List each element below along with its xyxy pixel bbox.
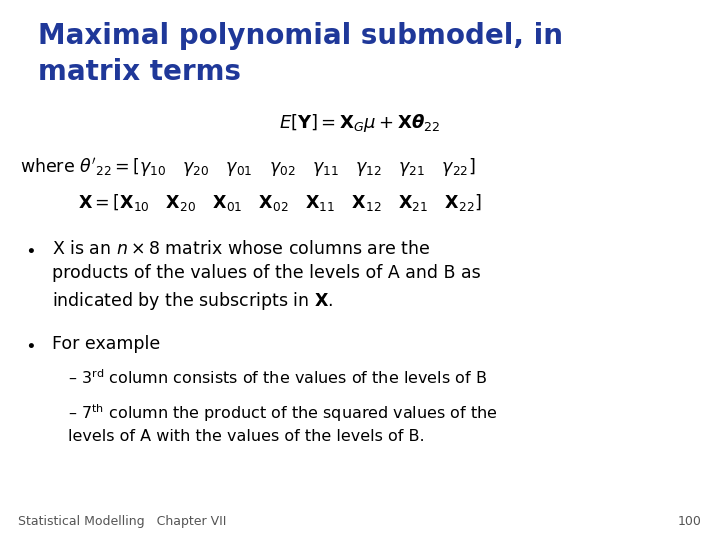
Text: $E\left[\mathbf{Y}\right]=\mathbf{X}_G\mu+\mathbf{X}\boldsymbol{\theta}_{22}$: $E\left[\mathbf{Y}\right]=\mathbf{X}_G\m… [279, 112, 441, 134]
Text: $\bullet$: $\bullet$ [25, 240, 35, 258]
Text: – $7^{\mathrm{th}}$ column the product of the squared values of the
levels of A : – $7^{\mathrm{th}}$ column the product o… [68, 402, 498, 444]
Text: – $3^{\mathrm{rd}}$ column consists of the values of the levels of B: – $3^{\mathrm{rd}}$ column consists of t… [68, 368, 487, 387]
Text: $\mathrm{where}\ \theta'_{22}=\left[\gamma_{10}\quad\gamma_{20}\quad\gamma_{01}\: $\mathrm{where}\ \theta'_{22}=\left[\gam… [20, 156, 475, 179]
Text: Statistical Modelling   Chapter VII: Statistical Modelling Chapter VII [18, 515, 226, 528]
Text: X is an $n\times 8$ matrix whose columns are the
products of the values of the l: X is an $n\times 8$ matrix whose columns… [52, 240, 481, 312]
Text: $\bullet$: $\bullet$ [25, 335, 35, 353]
Text: For example: For example [52, 335, 161, 353]
Text: $\mathbf{X}=\left[\mathbf{X}_{10}\quad\mathbf{X}_{20}\quad\mathbf{X}_{01}\quad\m: $\mathbf{X}=\left[\mathbf{X}_{10}\quad\m… [78, 192, 482, 213]
Text: matrix terms: matrix terms [38, 58, 241, 86]
Text: Maximal polynomial submodel, in: Maximal polynomial submodel, in [38, 22, 563, 50]
Text: 100: 100 [678, 515, 702, 528]
